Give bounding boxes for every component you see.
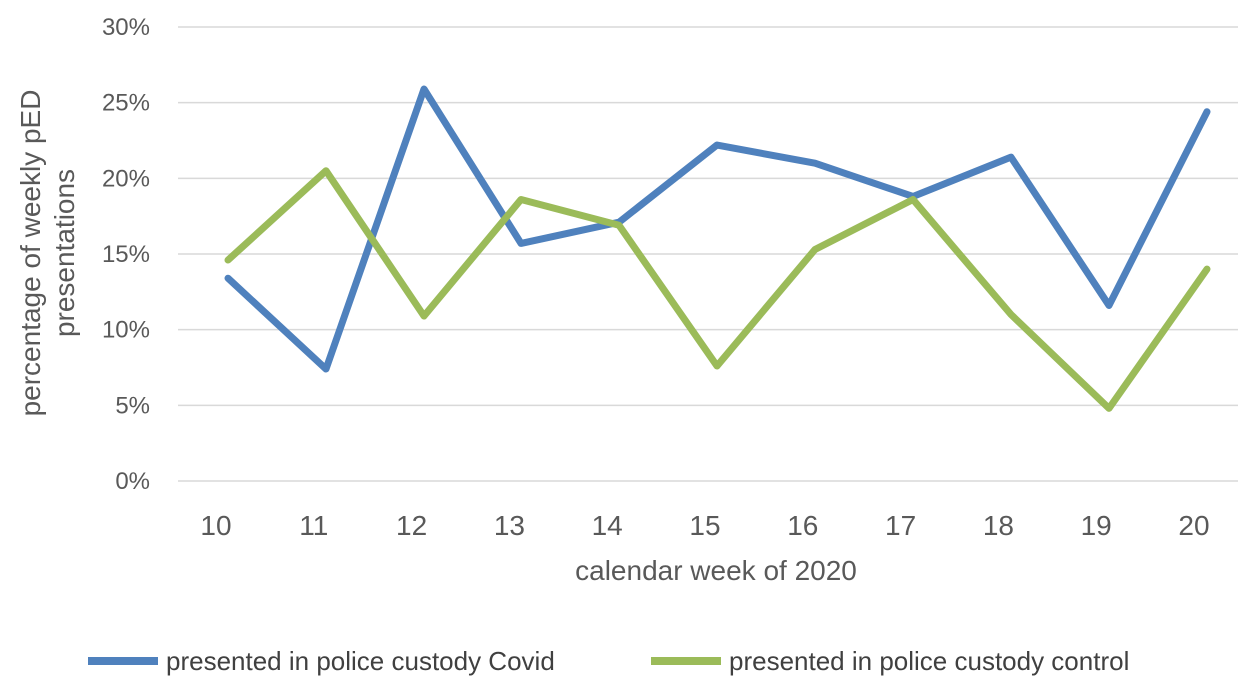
y-tick-label-6: 30% bbox=[102, 14, 150, 41]
gridlines bbox=[178, 26, 1238, 482]
y-axis-title: percentage of weekly pED presentations bbox=[15, 90, 80, 417]
y-tick-labels: 0% 5% 10% 15% 20% 25% 30% bbox=[102, 14, 150, 495]
y-axis-title-line-1: percentage of weekly pED bbox=[15, 90, 46, 417]
x-tick-label-11: 11 bbox=[299, 510, 328, 541]
x-tick-label-17: 17 bbox=[885, 510, 916, 541]
series-lines bbox=[224, 85, 1211, 412]
x-tick-label-20: 20 bbox=[1178, 510, 1209, 541]
x-tick-label-18: 18 bbox=[983, 510, 1014, 541]
x-tick-labels: 10 11 12 13 14 15 16 17 18 19 20 bbox=[200, 510, 1209, 541]
y-tick-label-0: 0% bbox=[115, 468, 150, 495]
x-tick-label-19: 19 bbox=[1081, 510, 1112, 541]
x-tick-label-14: 14 bbox=[592, 510, 623, 541]
x-tick-label-15: 15 bbox=[689, 510, 720, 541]
y-tick-label-4: 20% bbox=[102, 165, 150, 192]
y-tick-label-5: 25% bbox=[102, 90, 150, 117]
y-axis-title-line-2: presentations bbox=[49, 169, 80, 337]
x-axis-title: calendar week of 2020 bbox=[575, 555, 857, 586]
y-tick-label-3: 15% bbox=[102, 241, 150, 268]
x-tick-label-13: 13 bbox=[494, 510, 525, 541]
y-tick-label-2: 10% bbox=[102, 317, 150, 344]
x-tick-label-10: 10 bbox=[200, 510, 231, 541]
y-tick-label-1: 5% bbox=[115, 392, 150, 419]
series-line-control bbox=[224, 167, 1211, 412]
legend-label-covid: presented in police custody Covid bbox=[166, 646, 555, 676]
series-line-covid bbox=[224, 85, 1211, 373]
x-tick-label-16: 16 bbox=[787, 510, 818, 541]
legend-label-control: presented in police custody control bbox=[729, 646, 1129, 676]
legend: presented in police custody Covid presen… bbox=[88, 646, 1129, 676]
x-tick-label-12: 12 bbox=[396, 510, 427, 541]
